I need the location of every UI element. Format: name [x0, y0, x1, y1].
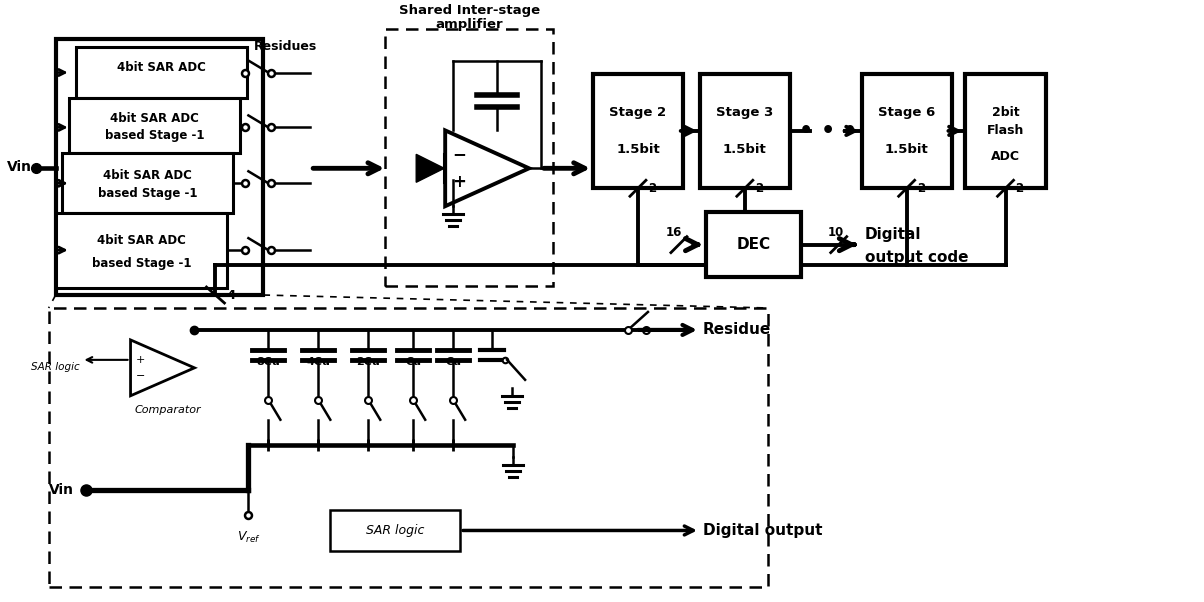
- Text: 10: 10: [827, 226, 844, 239]
- Text: Residue: Residue: [703, 323, 771, 338]
- Text: 4bit SAR ADC: 4bit SAR ADC: [98, 234, 185, 247]
- Bar: [385, 29, 553, 286]
- Text: 4bit SAR ADC: 4bit SAR ADC: [117, 61, 206, 74]
- Text: based Stage -1: based Stage -1: [92, 257, 191, 270]
- Text: based Stage -1: based Stage -1: [98, 187, 197, 200]
- Text: Digital: Digital: [864, 227, 921, 242]
- Text: Shared Inter-stage: Shared Inter-stage: [399, 4, 539, 17]
- Text: 2: 2: [916, 182, 925, 195]
- Bar: [706, 213, 801, 277]
- Text: 2: 2: [648, 182, 656, 195]
- Text: +: +: [136, 355, 146, 365]
- Text: based Stage -1: based Stage -1: [105, 129, 205, 141]
- Text: +: +: [453, 173, 466, 191]
- Bar: [69, 99, 241, 154]
- Bar: [55, 39, 264, 295]
- Text: output code: output code: [864, 250, 968, 265]
- Bar: [862, 73, 951, 188]
- Text: 2Cu: 2Cu: [356, 357, 380, 367]
- Text: SAR logic: SAR logic: [31, 362, 79, 372]
- Text: 2bit: 2bit: [992, 106, 1020, 119]
- Text: −: −: [453, 145, 466, 163]
- Text: Digital output: Digital output: [703, 523, 822, 538]
- Text: ADC: ADC: [991, 150, 1020, 163]
- Bar: [594, 73, 683, 188]
- Text: Stage 2: Stage 2: [609, 106, 667, 119]
- Text: 4bit SAR ADC: 4bit SAR ADC: [110, 112, 199, 125]
- Text: 1.5bit: 1.5bit: [722, 143, 767, 156]
- Text: SAR logic: SAR logic: [366, 524, 425, 537]
- Text: Residues: Residues: [253, 40, 317, 53]
- Text: amplifier: amplifier: [436, 18, 503, 31]
- Text: Vin: Vin: [7, 160, 31, 175]
- Text: 4Cu: 4Cu: [306, 357, 330, 367]
- Bar: [48, 308, 768, 588]
- Bar: [76, 46, 247, 99]
- Text: $V_{ref}$: $V_{ref}$: [236, 530, 260, 545]
- Text: 1.5bit: 1.5bit: [885, 143, 928, 156]
- Bar: [964, 73, 1046, 188]
- Text: 16: 16: [666, 226, 683, 239]
- Bar: [700, 73, 790, 188]
- Bar: [61, 154, 234, 213]
- Text: Stage 3: Stage 3: [716, 106, 773, 119]
- Text: 2: 2: [1015, 182, 1023, 195]
- Bar: [330, 509, 460, 551]
- Polygon shape: [417, 154, 444, 182]
- Text: 2: 2: [755, 182, 763, 195]
- Text: Flash: Flash: [987, 125, 1025, 137]
- Text: Vin: Vin: [48, 483, 73, 497]
- Bar: [55, 213, 228, 288]
- Text: Comparator: Comparator: [134, 405, 201, 415]
- Text: 4bit SAR ADC: 4bit SAR ADC: [104, 169, 191, 182]
- Text: • • •: • • •: [798, 121, 857, 141]
- Text: Stage 6: Stage 6: [878, 106, 936, 119]
- Text: 1.5bit: 1.5bit: [616, 143, 660, 156]
- Text: 4: 4: [226, 288, 236, 302]
- Text: Cu: Cu: [406, 357, 421, 367]
- Text: 8Cu: 8Cu: [256, 357, 281, 367]
- Text: Cu: Cu: [445, 357, 461, 367]
- Text: −: −: [136, 371, 146, 381]
- Text: DEC: DEC: [737, 237, 771, 252]
